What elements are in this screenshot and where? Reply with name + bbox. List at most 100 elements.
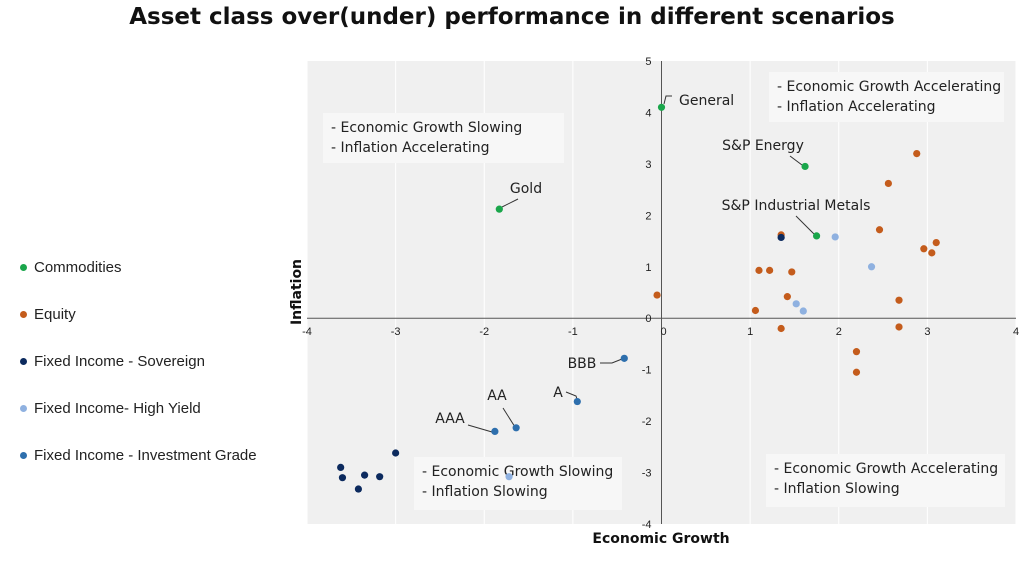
legend-item-equity: Equity xyxy=(20,291,257,338)
y-tick-label: -1 xyxy=(642,365,652,377)
annotation-leader xyxy=(502,407,516,428)
legend-label-investment-grade: Fixed Income - Investment Grade xyxy=(34,447,257,464)
data-point-fixed-income-investment-grade xyxy=(573,397,581,406)
data-point-equity xyxy=(913,150,921,158)
legend-item-high-yield: Fixed Income- High Yield xyxy=(20,385,257,432)
x-tick-label: 1 xyxy=(747,326,753,338)
legend-marker-commodities xyxy=(20,264,27,271)
quadrant-box-top-right xyxy=(769,72,1004,122)
data-point-fixed-income-high-yield xyxy=(831,233,839,241)
legend-marker-investment-grade xyxy=(20,452,27,459)
x-tick-label: -1 xyxy=(568,326,578,338)
quadrant-text-top-right: - Economic Growth Accelerating xyxy=(777,79,1001,95)
annotation-leader xyxy=(663,95,672,105)
x-tick-label: -4 xyxy=(302,326,312,338)
annotation-label: AA xyxy=(487,388,507,404)
data-point-fixed-income-sovereign xyxy=(777,233,785,242)
data-point-equity xyxy=(788,268,796,276)
quadrant-box-bottom-right xyxy=(766,454,1005,507)
data-point-fixed-income-investment-grade xyxy=(512,424,520,432)
x-tick-label: 3 xyxy=(924,326,930,338)
y-tick-label: -4 xyxy=(642,519,652,531)
annotation-leader xyxy=(499,198,519,209)
x-axis-title: Economic Growth xyxy=(592,531,729,547)
legend-item-sovereign: Fixed Income - Sovereign xyxy=(20,338,257,385)
legend: Commodities Equity Fixed Income - Sovere… xyxy=(20,244,257,479)
legend-label-commodities: Commodities xyxy=(34,259,122,276)
quadrant-text-bottom-left: - Economic Growth Slowing xyxy=(422,464,613,480)
legend-item-commodities: Commodities xyxy=(20,244,257,291)
annotation-leader xyxy=(467,424,493,433)
x-tick-label: -3 xyxy=(391,326,401,338)
data-point-equity xyxy=(884,179,892,188)
data-point-commodities xyxy=(801,162,809,171)
legend-label-sovereign: Fixed Income - Sovereign xyxy=(34,353,205,370)
data-point-fixed-income-sovereign xyxy=(376,473,384,481)
annotation-label: Gold xyxy=(510,181,542,197)
data-point-equity xyxy=(895,296,903,304)
y-tick-label: 5 xyxy=(645,56,651,68)
quadrant-box-top-left xyxy=(323,113,564,163)
data-point-fixed-income-sovereign xyxy=(338,474,347,482)
data-point-fixed-income-high-yield xyxy=(799,307,807,315)
annotation-leader xyxy=(795,215,816,236)
annotation-label: A xyxy=(553,385,563,401)
quadrant-text-top-right: - Inflation Accelerating xyxy=(777,99,935,115)
data-point-equity xyxy=(932,238,940,247)
y-tick-label: -3 xyxy=(642,468,652,480)
x-tick-label: 0 xyxy=(660,326,666,338)
data-point-commodities xyxy=(495,205,503,213)
y-tick-label: 3 xyxy=(645,159,651,171)
chart-title: Asset class over(under) performance in d… xyxy=(129,4,895,30)
data-point-equity xyxy=(852,368,861,376)
legend-item-investment-grade: Fixed Income - Investment Grade xyxy=(20,432,257,479)
annotation-label: S&P Industrial Metals xyxy=(722,198,871,214)
x-tick-label: -2 xyxy=(479,326,489,338)
data-point-fixed-income-sovereign xyxy=(392,449,400,457)
x-tick-label: 2 xyxy=(836,326,842,338)
y-tick-label: 4 xyxy=(645,107,651,119)
annotation-leader xyxy=(789,155,803,166)
y-axis-title: Inflation xyxy=(289,259,305,325)
quadrant-text-bottom-right: - Economic Growth Accelerating xyxy=(774,461,998,477)
data-point-equity xyxy=(751,306,760,315)
y-tick-label: 2 xyxy=(645,210,651,222)
data-point-fixed-income-high-yield xyxy=(505,473,513,481)
annotation-leader xyxy=(600,358,623,364)
data-point-fixed-income-high-yield xyxy=(867,263,876,271)
data-point-fixed-income-sovereign xyxy=(354,485,363,493)
data-point-equity xyxy=(852,348,861,356)
legend-marker-sovereign xyxy=(20,358,27,365)
data-point-equity xyxy=(875,226,884,234)
legend-label-equity: Equity xyxy=(34,306,76,323)
y-tick-label: -2 xyxy=(642,416,652,428)
y-tick-label: 0 xyxy=(645,313,651,325)
legend-marker-equity xyxy=(20,311,27,318)
annotation-label: S&P Energy xyxy=(722,138,804,154)
legend-marker-high-yield xyxy=(20,405,27,412)
data-point-commodities xyxy=(657,103,666,111)
data-point-equity xyxy=(777,324,785,333)
data-point-equity xyxy=(895,323,903,331)
quadrant-text-top-left: - Economic Growth Slowing xyxy=(331,120,522,136)
quadrant-text-bottom-right: - Inflation Slowing xyxy=(774,481,900,497)
annotation-label: BBB xyxy=(568,356,597,372)
quadrant-text-bottom-left: - Inflation Slowing xyxy=(422,484,548,500)
data-point-equity xyxy=(755,266,763,274)
annotation-label: AAA xyxy=(435,411,465,427)
y-tick-label: 1 xyxy=(645,262,651,274)
data-point-fixed-income-sovereign xyxy=(361,471,369,479)
legend-label-high-yield: Fixed Income- High Yield xyxy=(34,400,201,417)
data-point-equity xyxy=(783,293,791,301)
x-tick-label: 4 xyxy=(1013,326,1019,338)
data-point-fixed-income-investment-grade xyxy=(620,354,628,362)
data-point-equity xyxy=(920,245,928,253)
quadrant-box-bottom-left xyxy=(414,457,622,510)
annotation-label: General xyxy=(679,93,734,109)
data-point-fixed-income-high-yield xyxy=(792,300,800,308)
data-point-fixed-income-investment-grade xyxy=(491,427,499,435)
data-point-equity xyxy=(653,291,661,299)
data-point-commodities xyxy=(812,232,821,240)
data-point-fixed-income-sovereign xyxy=(337,463,345,472)
